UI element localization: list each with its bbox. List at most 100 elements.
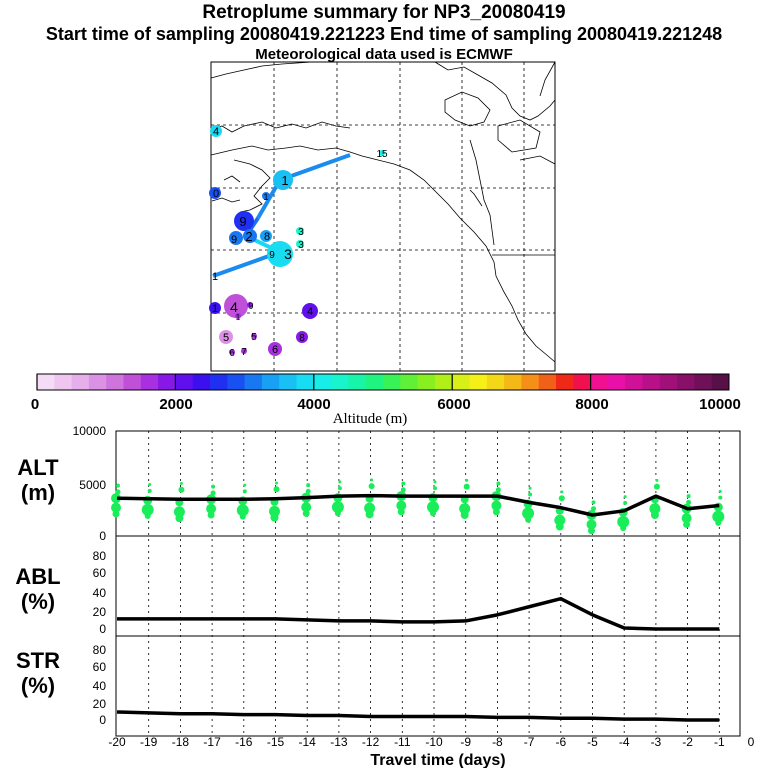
x-tick-label: -17 (203, 735, 221, 749)
altitude-point (337, 486, 342, 491)
x-tick-label: -10 (425, 735, 443, 749)
altitude-point (683, 520, 691, 528)
map-label: 1 (236, 313, 241, 322)
alt-panel-label: ALT (17, 455, 59, 480)
altitude-point (686, 499, 692, 505)
colorbar-tick: 4000 (297, 396, 330, 413)
plume-marker (235, 313, 241, 319)
altitude-point (681, 513, 692, 524)
x-tick-label: -15 (267, 735, 285, 749)
colorbar-swatch (227, 374, 246, 390)
altitude-point (334, 510, 341, 517)
map-label: 2 (245, 229, 252, 244)
altitude-point (144, 513, 151, 520)
str-panel-label: STR (16, 648, 60, 673)
colorbar-swatch (348, 374, 367, 390)
abl-panel-unit: (%) (21, 589, 55, 614)
x-tick-label: -9 (460, 735, 471, 749)
str-ytick: 40 (93, 679, 107, 693)
colorbar-swatch (694, 374, 713, 390)
map-label: 8 (299, 333, 305, 344)
altitude-point (365, 510, 374, 519)
altitude-point (712, 510, 725, 523)
altitude-point (496, 481, 501, 486)
colorbar-tick: 10000 (699, 396, 741, 413)
altitude-point (718, 489, 722, 493)
altitude-point (491, 500, 502, 511)
str-ytick: 20 (93, 697, 107, 711)
vertical-gridlines (148, 431, 720, 736)
altitude-point (495, 487, 501, 493)
plume-marker (219, 330, 233, 344)
x-tick-label: -3 (651, 735, 662, 749)
altitude-point (492, 508, 500, 516)
altitude-point (243, 483, 247, 487)
x-tick-label: -19 (140, 735, 158, 749)
map-label: 6 (229, 348, 235, 359)
plume-marker (234, 211, 254, 231)
x-tick-label: -14 (299, 735, 317, 749)
map-label: 1 (281, 173, 288, 188)
altitude-point (302, 509, 310, 517)
altitude-point (560, 490, 564, 494)
altitude-point (301, 502, 312, 513)
map-label: 1 (212, 303, 218, 315)
x-tick-label: -16 (235, 735, 253, 749)
x-tick-label: 0 (748, 735, 755, 749)
series-lines (116, 493, 720, 722)
colorbar-swatch (434, 374, 453, 390)
altitude-point (525, 516, 532, 523)
altitude-point (649, 503, 661, 515)
abl-panel-label: ABL (15, 564, 60, 589)
plume-marker (224, 294, 248, 318)
map-label: 4 (307, 306, 313, 318)
colorbar-swatch (140, 374, 159, 390)
altitude-point (306, 483, 311, 488)
colorbar-frame (36, 373, 730, 391)
altitude-point (430, 510, 436, 517)
altitude-point (275, 481, 278, 485)
colorbar-swatch (106, 374, 124, 390)
altitude-point (591, 500, 596, 505)
x-tick-label: -7 (524, 735, 535, 749)
altitude-point (623, 500, 628, 505)
altitude-point (112, 510, 120, 518)
abl-line (117, 596, 720, 631)
colorbar-swatch (210, 374, 228, 390)
altitude-point (273, 486, 280, 493)
x-tick-label: -2 (682, 735, 693, 749)
colorbar-tick: 0 (31, 396, 39, 413)
altitude-point (653, 483, 660, 490)
altitude-point (427, 501, 439, 514)
map-label: 8 (264, 231, 270, 243)
map-label: 15 (376, 149, 388, 160)
altitude-point (338, 480, 342, 484)
plume-marker (209, 302, 221, 314)
colorbar-swatch (452, 374, 470, 390)
str-line (116, 710, 720, 722)
altitude-point (111, 502, 121, 513)
colorbar-swatch (296, 374, 315, 390)
colorbar-swatch (486, 374, 505, 390)
colorbar-swatch (677, 374, 695, 390)
str-ytick: 80 (93, 643, 107, 657)
alt-panel-unit: (m) (21, 480, 55, 505)
coastlines (210, 61, 556, 363)
altitude-point (179, 482, 183, 485)
map-label: 9 (248, 301, 253, 311)
colorbar-swatch (556, 374, 574, 390)
alt-ytick: 0 (99, 529, 106, 543)
altitude-point (148, 483, 152, 487)
plume-marker (247, 302, 253, 308)
colorbar-swatch (158, 374, 176, 390)
colorbar-swatch (400, 374, 419, 390)
altitude-point (206, 503, 217, 514)
altitude-point (364, 502, 376, 514)
altitude-point (111, 493, 121, 504)
time-series-panels: ALT (m) ABL (%) STR (%) 10000 5000 0 80 … (15, 424, 754, 749)
plume-marker (243, 229, 257, 243)
colorbar-tick: 2000 (159, 396, 192, 413)
map-label: 9 (269, 250, 275, 261)
map-label: 6 (272, 344, 278, 356)
